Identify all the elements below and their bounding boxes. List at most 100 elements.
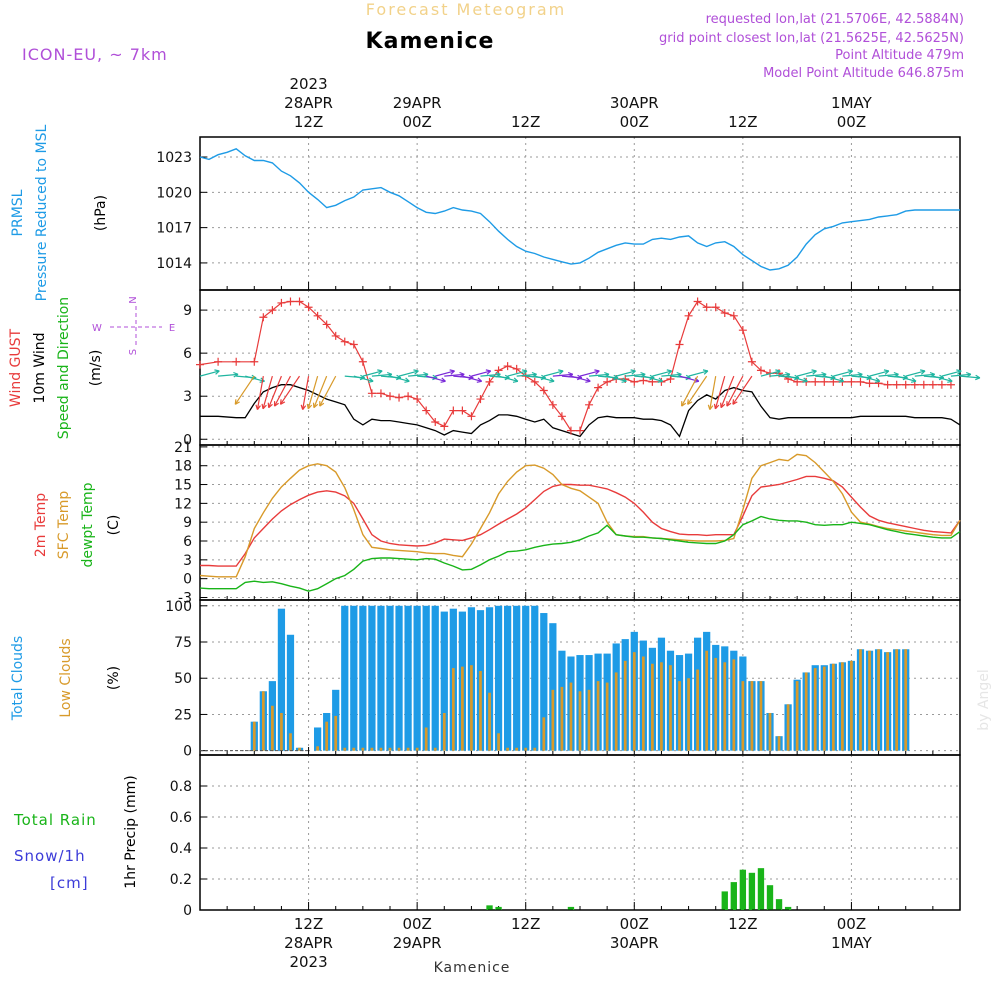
precip-bar (721, 891, 728, 910)
wind-arrow (245, 375, 265, 382)
precip-bar (495, 906, 502, 910)
cloud-bar-total (359, 605, 367, 751)
cloud-bar-low (352, 747, 356, 751)
gust-marker (530, 377, 539, 386)
panel-label-temp: dewpt Temp (80, 482, 96, 567)
cloud-bar-total (540, 613, 548, 751)
wind-arrow-head (838, 377, 845, 383)
wind-arrow-head (802, 377, 808, 383)
wind-arrow (353, 375, 374, 382)
wind-arrow (516, 373, 537, 377)
y-tick-label: 0.6 (170, 810, 192, 826)
time-label-bottom: 00Z (402, 915, 431, 933)
gust-marker (295, 297, 304, 306)
cloud-bar-total (513, 605, 521, 751)
y-tick-label: 0 (183, 572, 192, 588)
cloud-bar-low (741, 681, 745, 751)
wind-arrow (199, 370, 220, 377)
gust-marker (883, 380, 892, 389)
wind-arrow (462, 375, 482, 382)
gust-marker (729, 311, 738, 320)
gust-marker (811, 377, 820, 386)
cloud-bar-low (678, 681, 681, 751)
panel-label-wind: 10m Wind (32, 332, 48, 403)
wind-arrow (371, 373, 392, 377)
y-tick-label: 0.8 (170, 779, 192, 795)
gust-marker (331, 331, 340, 340)
panel-label-clouds: Total Clouds (10, 636, 26, 721)
wind-arrow (606, 375, 627, 382)
gust-marker (250, 357, 259, 366)
temp-line-dewpt-temp (199, 515, 961, 592)
panel-label-precip: 1hr Precip (mm) (123, 775, 139, 888)
gust-marker (548, 400, 557, 409)
cloud-bar-total (286, 634, 295, 751)
cloud-bar-low (370, 747, 374, 751)
cloud-bar-low (461, 666, 464, 751)
cloud-bar-total (341, 605, 349, 751)
wind-arrow (307, 375, 319, 409)
time-label-bottom: 00Z (837, 915, 866, 933)
gust-marker (386, 392, 394, 401)
panel-label-precip: [cm] (50, 874, 89, 892)
cloud-bar-total (386, 605, 394, 751)
cloud-bar-low (651, 663, 654, 751)
wind-arrow (720, 375, 735, 408)
panel-label-temp: SFC Temp (56, 491, 72, 560)
wind-arrow (302, 376, 310, 410)
cloud-bar-total (504, 605, 512, 751)
cloud-bar-low (488, 692, 491, 751)
time-label-bottom: 28APR (284, 934, 333, 952)
y-tick-label: 9 (183, 303, 192, 319)
gust-marker (675, 340, 684, 349)
temp-line-sfc-temp (199, 453, 961, 578)
y-tick-label: 18 (174, 459, 192, 475)
cloud-bar-low (533, 747, 537, 751)
wind-arrow (896, 375, 917, 382)
wind-arrow-head (233, 371, 239, 378)
wind-arrow (769, 373, 790, 377)
time-label-bottom: 12Z (294, 915, 323, 933)
panel-label-pressure: Pressure Reduced to MSL (34, 124, 50, 301)
gust-marker (196, 360, 204, 369)
cloud-bar-low (289, 733, 292, 751)
gust-marker (304, 303, 313, 312)
wind-arrow (313, 375, 328, 408)
wind-arrow (661, 373, 682, 377)
cloud-bar-low (732, 659, 736, 751)
time-label-top: 30APR (610, 94, 659, 112)
wind-arrow-head (707, 404, 714, 410)
y-tick-label: 1017 (156, 221, 192, 237)
wind-arrow-head (449, 369, 455, 375)
wind-arrow-head (883, 369, 890, 375)
panel-label-clouds: Low Clouds (58, 638, 74, 717)
wind-arrow-head (720, 402, 726, 409)
wind-arrow (905, 370, 926, 377)
wind-arrow (435, 370, 455, 377)
precip-bar (766, 885, 774, 910)
cloud-bar-low (578, 691, 582, 751)
gust-marker (268, 306, 277, 315)
cloud-bar-low (850, 660, 853, 751)
precip-bar (486, 905, 493, 910)
cloud-bar-low (361, 747, 365, 751)
gust-marker (286, 297, 295, 306)
y-tick-label: 100 (165, 599, 192, 615)
point-altitude: Point Altitude 479m (835, 48, 964, 63)
gust-marker (928, 380, 937, 389)
panel-label-pressure: PRMSL (10, 189, 26, 236)
gust-marker (585, 400, 594, 409)
y-tick-label: 0 (183, 744, 192, 760)
panel-pressure: 1014 1017 1020 1023 (156, 136, 961, 291)
gust-marker (711, 303, 720, 312)
cloud-bar-low (451, 668, 455, 751)
cloud-bar-low (886, 652, 889, 751)
wind-arrow (950, 373, 971, 377)
cloud-bar-low (895, 649, 899, 751)
gust-marker (440, 422, 449, 431)
gust-marker (919, 380, 928, 389)
gust-marker (476, 395, 485, 404)
wind-arrow-head (413, 369, 419, 375)
cloud-bar-low (723, 662, 727, 751)
precip-bar (775, 899, 783, 910)
